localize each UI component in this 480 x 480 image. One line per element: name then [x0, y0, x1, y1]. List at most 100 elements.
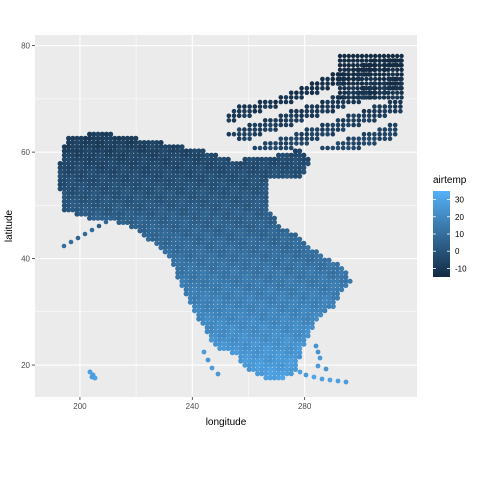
data-point — [166, 161, 172, 167]
data-point — [283, 118, 289, 123]
data-point — [236, 127, 242, 132]
data-point — [284, 161, 290, 167]
data-point — [288, 345, 294, 351]
data-point — [192, 186, 198, 192]
data-point — [229, 345, 235, 351]
data-point — [238, 270, 244, 276]
data-point — [95, 177, 101, 183]
data-point — [166, 190, 172, 196]
data-point — [276, 358, 282, 364]
data-point — [162, 232, 168, 238]
data-point — [154, 182, 160, 188]
data-point — [74, 156, 80, 162]
data-point — [238, 215, 244, 221]
data-point — [221, 278, 227, 284]
data-point — [196, 190, 202, 196]
data-point — [82, 135, 88, 141]
data-point — [141, 215, 147, 221]
data-point — [392, 122, 398, 128]
data-point — [238, 186, 244, 192]
data-point — [359, 90, 365, 96]
data-point — [299, 113, 304, 119]
data-point — [351, 95, 356, 100]
data-point — [313, 261, 319, 267]
data-point — [242, 190, 248, 196]
data-point — [335, 122, 341, 128]
data-point — [154, 177, 160, 183]
data-point — [259, 341, 265, 347]
data-point — [234, 190, 240, 196]
data-point — [209, 365, 215, 371]
data-point — [390, 90, 395, 96]
data-point — [342, 53, 347, 59]
data-point — [221, 165, 227, 171]
data-point — [301, 270, 307, 276]
data-point — [234, 173, 240, 179]
data-point — [250, 324, 256, 330]
data-point — [305, 253, 311, 259]
data-point — [179, 215, 185, 221]
data-point — [166, 228, 172, 234]
legend-label: 20 — [455, 213, 464, 222]
data-point — [183, 173, 189, 179]
data-point — [246, 203, 252, 209]
data-point — [103, 161, 109, 167]
data-point — [313, 343, 319, 349]
data-point — [246, 257, 252, 263]
data-point — [263, 190, 269, 196]
data-point — [267, 173, 273, 179]
data-point — [399, 95, 404, 100]
data-point — [381, 53, 387, 59]
data-point — [346, 72, 351, 77]
data-point — [246, 345, 252, 351]
data-point — [221, 203, 227, 209]
data-point — [297, 324, 303, 330]
data-point — [171, 219, 177, 225]
data-point — [246, 186, 252, 192]
data-point — [330, 282, 336, 288]
data-point — [297, 240, 303, 246]
data-point — [242, 136, 247, 142]
data-point — [87, 207, 93, 213]
data-point — [263, 308, 269, 314]
data-point — [124, 190, 130, 196]
data-point — [342, 81, 347, 86]
data-point — [120, 219, 126, 225]
data-point — [299, 136, 304, 142]
data-point — [263, 232, 269, 238]
data-point — [343, 270, 349, 276]
data-point — [108, 203, 114, 209]
data-point — [325, 104, 330, 109]
data-point — [95, 131, 101, 137]
data-point — [124, 207, 130, 213]
data-point — [166, 203, 172, 209]
data-point — [284, 156, 290, 162]
data-point — [255, 219, 261, 225]
data-point — [225, 270, 231, 276]
data-point — [66, 182, 72, 188]
data-point — [280, 287, 286, 293]
data-point — [200, 253, 206, 259]
data-point — [196, 194, 202, 200]
data-point — [229, 169, 235, 175]
data-point — [158, 177, 164, 183]
data-point — [386, 81, 391, 86]
data-point — [192, 249, 198, 255]
data-point — [242, 211, 248, 217]
data-point — [255, 198, 261, 204]
data-point — [292, 169, 298, 175]
data-point — [340, 104, 346, 109]
data-point — [225, 207, 231, 213]
data-point — [259, 320, 265, 326]
data-point — [284, 232, 290, 238]
data-point — [154, 232, 160, 238]
data-point — [99, 211, 105, 217]
data-point — [166, 169, 172, 175]
data-point — [129, 182, 135, 188]
data-point — [187, 219, 193, 225]
data-point — [217, 345, 223, 351]
data-point — [242, 108, 247, 114]
data-point — [259, 169, 265, 175]
data-point — [364, 62, 369, 68]
data-point — [103, 190, 109, 196]
